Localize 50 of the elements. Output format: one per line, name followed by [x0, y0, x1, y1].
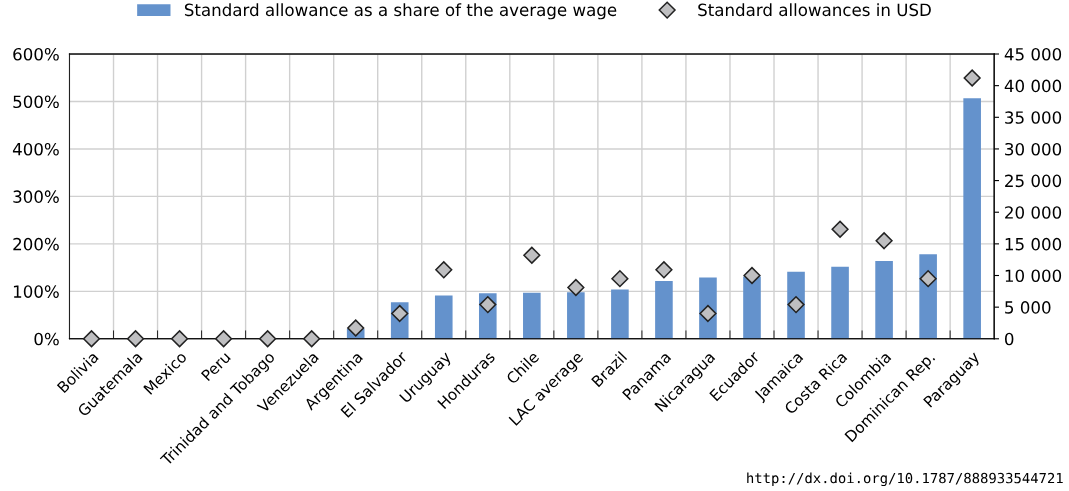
y2-tick-label: 35 000: [1005, 111, 1062, 124]
y-tick-label: 600%: [13, 47, 59, 61]
y2-tick-label: 5 000: [1005, 301, 1051, 314]
y-tick-label: 100%: [13, 285, 59, 298]
point: [567, 278, 585, 297]
point: [699, 304, 717, 323]
point: [875, 232, 893, 250]
point: [259, 330, 277, 348]
point: [347, 319, 365, 337]
point: [126, 330, 145, 348]
y2-tick-label: 40 000: [1004, 79, 1062, 93]
bar: [611, 289, 629, 339]
y2-tick-label: 10 000: [1005, 269, 1062, 283]
bar: [875, 260, 893, 339]
bar: [434, 295, 453, 339]
point: [391, 304, 409, 323]
point: [479, 295, 497, 314]
bar: [831, 266, 849, 339]
point: [611, 270, 629, 288]
point: [82, 330, 101, 348]
y2-tick-label: 45 000: [1004, 47, 1062, 61]
y2-tick-label: 30 000: [1005, 142, 1062, 156]
y-tick-label: 500%: [13, 95, 59, 109]
legend-label: Standard allowance as a share of the average wage: [184, 3, 617, 20]
text: http://dx.doi.org/10.1787/888933544721: [747, 472, 1063, 487]
point: [787, 295, 805, 314]
bar: [743, 276, 761, 339]
y-tick-label: 200%: [13, 237, 59, 251]
bar: [567, 292, 585, 339]
bar: [655, 280, 673, 339]
bar: [523, 292, 541, 339]
legend-label: Standard allowances in USD: [698, 3, 931, 17]
y2-tick-label: 25 000: [1005, 174, 1062, 188]
y-tick-label: 0%: [34, 332, 59, 346]
point: [523, 246, 541, 264]
point: [170, 330, 189, 348]
y2-tick-label: 20 000: [1005, 206, 1062, 219]
y2-tick-label: 15 000: [1005, 237, 1062, 251]
y-tick-label: 400%: [12, 142, 59, 156]
y-tick-label: 300%: [13, 190, 59, 203]
point: [963, 69, 981, 87]
point: [214, 330, 233, 348]
point: [303, 330, 321, 348]
point: [831, 220, 849, 238]
point: [655, 261, 673, 279]
y2-tick-label: 0: [1004, 332, 1014, 346]
point: [435, 261, 453, 279]
bar: [963, 98, 981, 339]
point: [919, 270, 937, 288]
point: [743, 266, 761, 285]
